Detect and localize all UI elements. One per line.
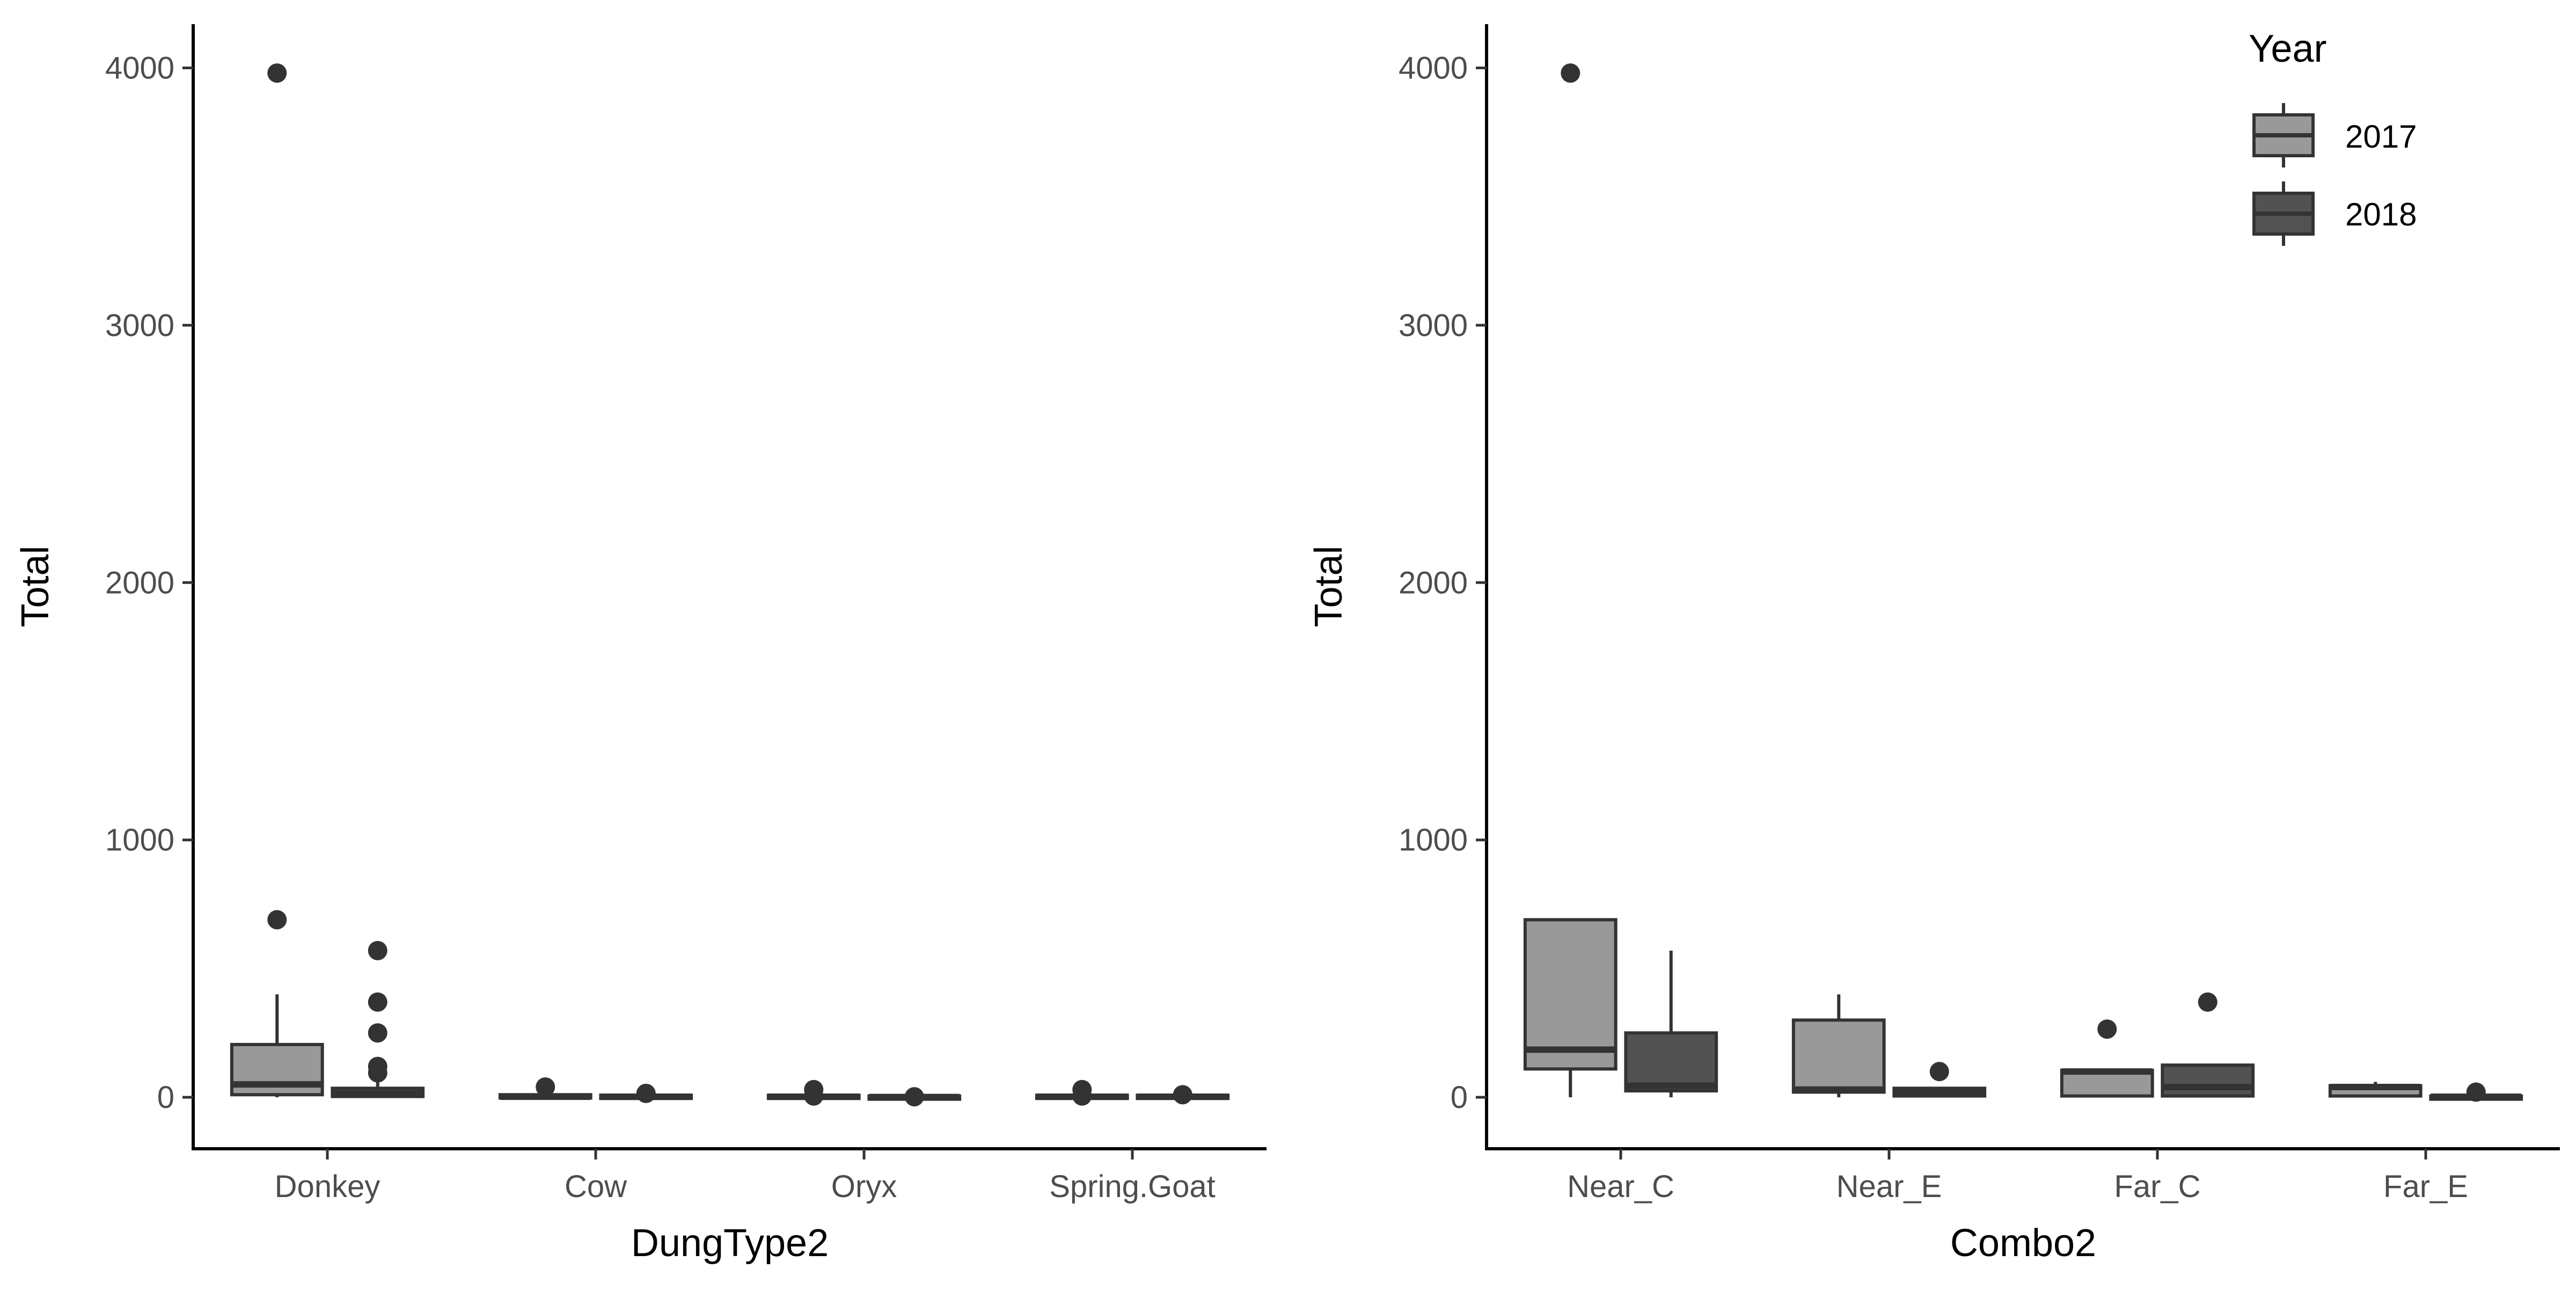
outlier-point: [1561, 63, 1580, 83]
x-axis-title: Combo2: [1950, 1222, 2096, 1265]
boxplot-cow-2017: [498, 1077, 592, 1100]
y-tick-label: 3000: [1399, 308, 1468, 343]
boxplot-far-e-2018: [2429, 1082, 2523, 1102]
outlier-point: [536, 1077, 555, 1097]
y-tick-label: 3000: [105, 308, 174, 343]
x-tick-label: Near_E: [1836, 1169, 1942, 1204]
legend: Year 2017 2018: [2249, 27, 2417, 246]
legend-key-2018: [2252, 181, 2315, 246]
outlier-point: [636, 1083, 656, 1103]
boxplot-near-e-2017: [1791, 994, 1886, 1098]
outlier-point: [904, 1087, 924, 1107]
y-tick-label: 0: [157, 1080, 174, 1115]
outlier-point: [267, 63, 287, 83]
boxplot-spring-goat-2017: [1035, 1080, 1129, 1106]
boxplot-near-c-2018: [1624, 950, 1718, 1098]
boxplot-oryx-2018: [867, 1087, 962, 1107]
y-tick-label: 1000: [1399, 823, 1468, 858]
x-tick-label: Cow: [565, 1169, 627, 1204]
outlier-point: [267, 910, 287, 930]
outlier-point: [368, 992, 387, 1012]
outlier-point: [804, 1086, 824, 1106]
boxplot-far-e-2017: [2328, 1082, 2423, 1098]
boxplot-near-e-2018: [1892, 1062, 1987, 1098]
right-panel: 0 1000 2000 3000 4000 Near_C Near_E Far_C Far_E C…: [1307, 24, 2560, 1265]
boxplot-cow-2018: [599, 1083, 693, 1103]
outlier-point: [2198, 992, 2218, 1012]
x-tick-label: Far_E: [2383, 1169, 2468, 1204]
y-tick-label: 2000: [105, 565, 174, 600]
box: [1624, 1031, 1718, 1093]
boxplot-far-c-2018: [2161, 992, 2255, 1098]
left-panel: 0 1000 2000 3000 4000 Donkey Cow Oryx Spring.Goa…: [14, 24, 1267, 1265]
y-tick-label: 2000: [1399, 565, 1468, 600]
outlier-point: [2466, 1082, 2486, 1102]
outlier-point: [1929, 1062, 1949, 1082]
box: [2161, 1063, 2255, 1098]
y-tick-label: 4000: [1399, 50, 1468, 85]
box: [1791, 1018, 1886, 1094]
outlier-point: [368, 1023, 387, 1043]
y-tick-label: 4000: [105, 50, 174, 85]
legend-label-2017: 2017: [2345, 119, 2417, 155]
outlier-point: [1072, 1086, 1092, 1106]
y-axis-title: Total: [14, 545, 57, 627]
boxplot-spring-goat-2018: [1136, 1085, 1230, 1105]
outlier-point: [1173, 1085, 1192, 1105]
y-axis-title: Total: [1307, 545, 1350, 627]
outlier-point: [2097, 1019, 2117, 1039]
boxplot-near-c-2017: [1523, 63, 1618, 1098]
legend-key-2017: [2252, 103, 2315, 167]
legend-title: Year: [2249, 27, 2326, 70]
boxplot-donkey-2018: [331, 940, 425, 1098]
box: [1523, 918, 1618, 1071]
x-tick-label: Far_C: [2114, 1169, 2200, 1204]
outlier-point: [368, 940, 387, 960]
x-axis-title: DungType2: [631, 1222, 829, 1265]
legend-label-2018: 2018: [2345, 196, 2417, 232]
y-tick-label: 1000: [105, 823, 174, 858]
x-tick-label: Near_C: [1567, 1169, 1674, 1204]
boxplot-far-c-2017: [2060, 1019, 2154, 1098]
boxplot-oryx-2017: [766, 1080, 861, 1106]
y-tick-label: 0: [1451, 1080, 1468, 1115]
x-tick-label: Donkey: [275, 1169, 380, 1204]
x-tick-label: Oryx: [831, 1169, 897, 1204]
x-tick-label: Spring.Goat: [1049, 1169, 1216, 1204]
boxplot-donkey-2017: [230, 63, 324, 1098]
outlier-point: [368, 1063, 387, 1083]
